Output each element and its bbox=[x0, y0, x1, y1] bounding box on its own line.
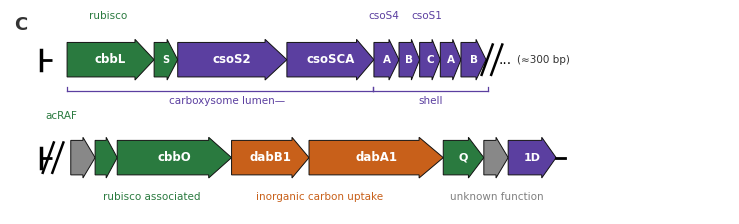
Polygon shape bbox=[309, 137, 443, 178]
Text: acRAF: acRAF bbox=[45, 112, 77, 121]
Text: B: B bbox=[405, 55, 413, 65]
Polygon shape bbox=[508, 137, 556, 178]
Polygon shape bbox=[440, 39, 461, 80]
Polygon shape bbox=[95, 137, 118, 178]
Text: cbbO: cbbO bbox=[157, 151, 191, 164]
Text: shell: shell bbox=[418, 96, 443, 106]
Text: A: A bbox=[383, 55, 390, 65]
Polygon shape bbox=[118, 137, 231, 178]
Text: ...: ... bbox=[499, 53, 512, 67]
Text: dabA1: dabA1 bbox=[355, 151, 397, 164]
Polygon shape bbox=[177, 39, 287, 80]
Text: Q: Q bbox=[459, 153, 469, 163]
Polygon shape bbox=[420, 39, 440, 80]
Text: carboxysome lumen—: carboxysome lumen— bbox=[169, 96, 285, 106]
Polygon shape bbox=[67, 39, 154, 80]
Text: (≈300 bp): (≈300 bp) bbox=[517, 55, 570, 65]
Text: C: C bbox=[426, 55, 434, 65]
Text: csoS1: csoS1 bbox=[412, 11, 443, 21]
Polygon shape bbox=[461, 39, 486, 80]
Polygon shape bbox=[443, 137, 484, 178]
Polygon shape bbox=[231, 137, 309, 178]
Polygon shape bbox=[287, 39, 374, 80]
Text: 1D: 1D bbox=[524, 153, 541, 163]
Polygon shape bbox=[399, 39, 420, 80]
Text: inorganic carbon uptake: inorganic carbon uptake bbox=[256, 192, 383, 202]
Polygon shape bbox=[484, 137, 508, 178]
Text: cbbL: cbbL bbox=[95, 53, 126, 66]
Polygon shape bbox=[154, 39, 177, 80]
Text: csoSCA: csoSCA bbox=[306, 53, 355, 66]
Text: rubisco associated: rubisco associated bbox=[103, 192, 201, 202]
Text: C: C bbox=[14, 16, 27, 34]
Text: S: S bbox=[163, 55, 169, 65]
Polygon shape bbox=[71, 137, 95, 178]
Text: dabB1: dabB1 bbox=[249, 151, 291, 164]
Text: rubisco: rubisco bbox=[89, 11, 127, 21]
Text: csoS4: csoS4 bbox=[368, 11, 399, 21]
Text: A: A bbox=[446, 55, 454, 65]
Text: csoS2: csoS2 bbox=[213, 53, 251, 66]
Polygon shape bbox=[374, 39, 399, 80]
Text: unknown function: unknown function bbox=[449, 192, 543, 202]
Text: B: B bbox=[469, 55, 477, 65]
